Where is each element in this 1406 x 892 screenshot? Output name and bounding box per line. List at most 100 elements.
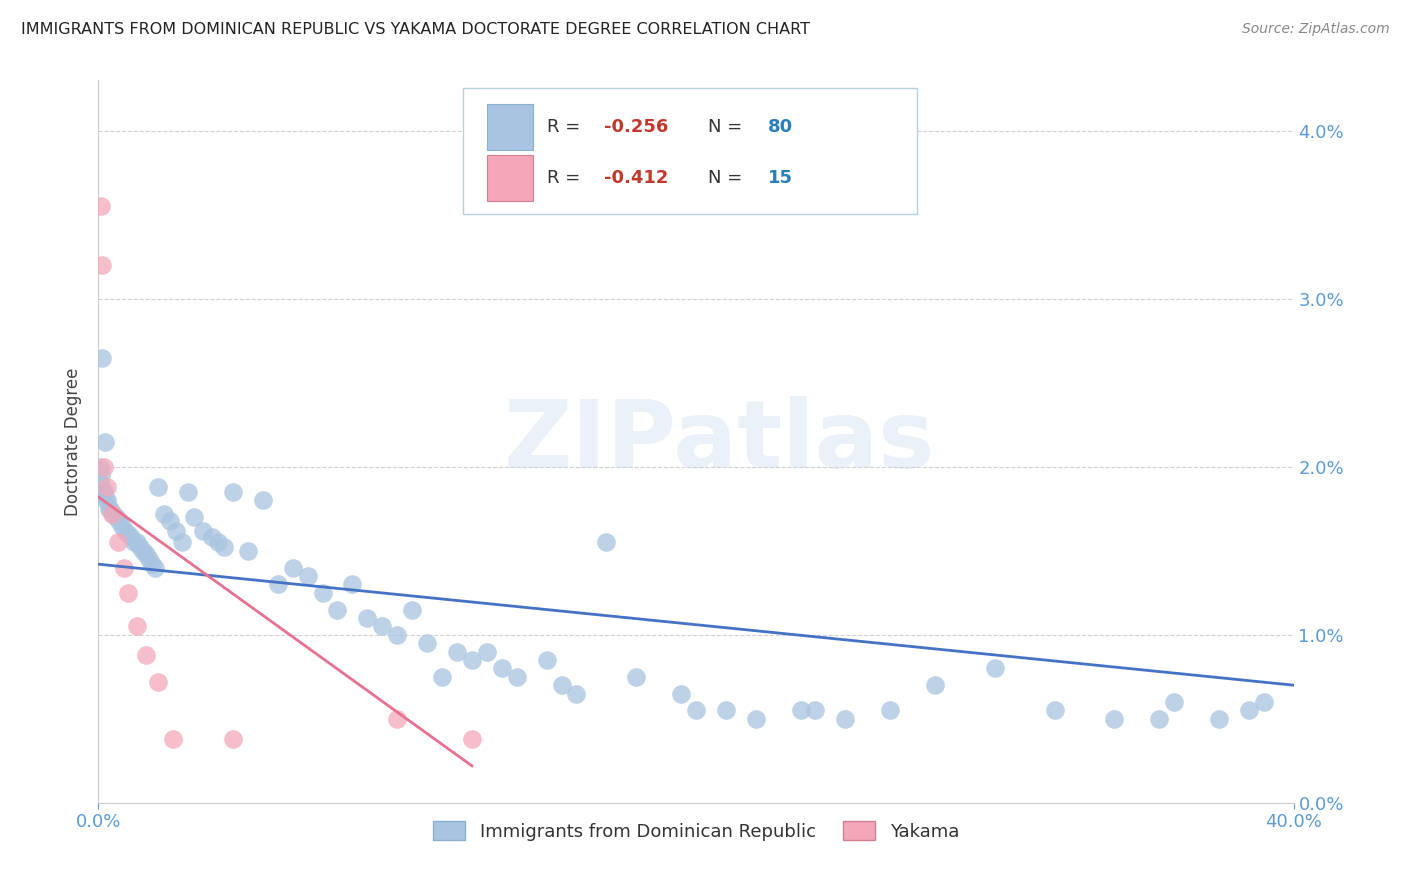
FancyBboxPatch shape [486,104,533,151]
Point [97,501,120,516]
Point [222,485,245,500]
Point [107,535,129,549]
Point [446,644,468,658]
Point [879,703,901,717]
Point [1147,712,1170,726]
Point [222,731,245,746]
Point [183,510,205,524]
Point [112,560,135,574]
Point [1104,712,1126,726]
Point [475,644,498,658]
Point [491,661,513,675]
Point [98,501,122,516]
Point [143,560,166,574]
Point [132,543,155,558]
Point [385,628,409,642]
Point [626,670,648,684]
Point [96,480,118,494]
Point [311,586,333,600]
Point [342,577,364,591]
Point [201,530,224,544]
Point [101,507,124,521]
Point [506,670,529,684]
Text: ZIPatlas: ZIPatlas [505,395,935,488]
Point [789,703,811,717]
FancyBboxPatch shape [486,154,533,201]
Point [103,507,125,521]
Point [669,687,692,701]
Point [461,653,484,667]
Point [371,619,394,633]
Text: R =: R = [547,169,585,186]
Point [385,712,409,726]
Text: N =: N = [709,119,748,136]
Point [297,569,319,583]
Point [804,703,827,717]
Point [91,351,114,365]
Point [236,543,259,558]
Point [135,547,157,561]
Point [212,541,235,555]
Point [1043,703,1066,717]
Point [148,674,170,689]
Point [93,485,115,500]
Point [96,493,118,508]
Point [129,541,152,555]
Point [111,518,134,533]
Point [108,514,131,528]
Point [401,602,423,616]
Point [159,514,181,528]
Point [127,535,149,549]
Point [1237,703,1260,717]
Point [565,687,588,701]
Point [90,476,112,491]
Point [177,485,200,500]
Point [550,678,572,692]
Point [172,535,194,549]
Point [124,535,146,549]
Point [536,653,558,667]
Point [1208,712,1230,726]
Point [114,524,136,538]
FancyBboxPatch shape [463,87,917,214]
Text: 80: 80 [768,119,793,136]
Text: N =: N = [709,169,748,186]
Point [281,560,304,574]
Text: -0.256: -0.256 [605,119,668,136]
Point [94,493,117,508]
Point [89,459,111,474]
Y-axis label: Doctorate Degree: Doctorate Degree [65,368,83,516]
Point [267,577,290,591]
Point [745,712,768,726]
Point [148,480,170,494]
Point [1253,695,1275,709]
Point [714,703,737,717]
Text: Source: ZipAtlas.com: Source: ZipAtlas.com [1241,22,1389,37]
Point [93,485,115,500]
Point [984,661,1007,675]
Point [90,199,112,213]
Legend: Immigrants from Dominican Republic, Yakama: Immigrants from Dominican Republic, Yaka… [426,814,966,848]
Point [138,552,160,566]
Text: -0.412: -0.412 [605,169,668,186]
Point [595,535,617,549]
Point [117,527,139,541]
Point [127,619,149,633]
Point [91,258,114,272]
Point [1163,695,1185,709]
Point [461,731,484,746]
Point [117,586,139,600]
Point [135,648,157,662]
Point [834,712,856,726]
Point [141,558,163,572]
Point [105,510,128,524]
Point [120,530,142,544]
Point [326,602,349,616]
Point [191,524,214,538]
Point [153,507,176,521]
Point [90,468,112,483]
Point [924,678,946,692]
Point [94,434,117,449]
Point [165,524,187,538]
Text: R =: R = [547,119,585,136]
